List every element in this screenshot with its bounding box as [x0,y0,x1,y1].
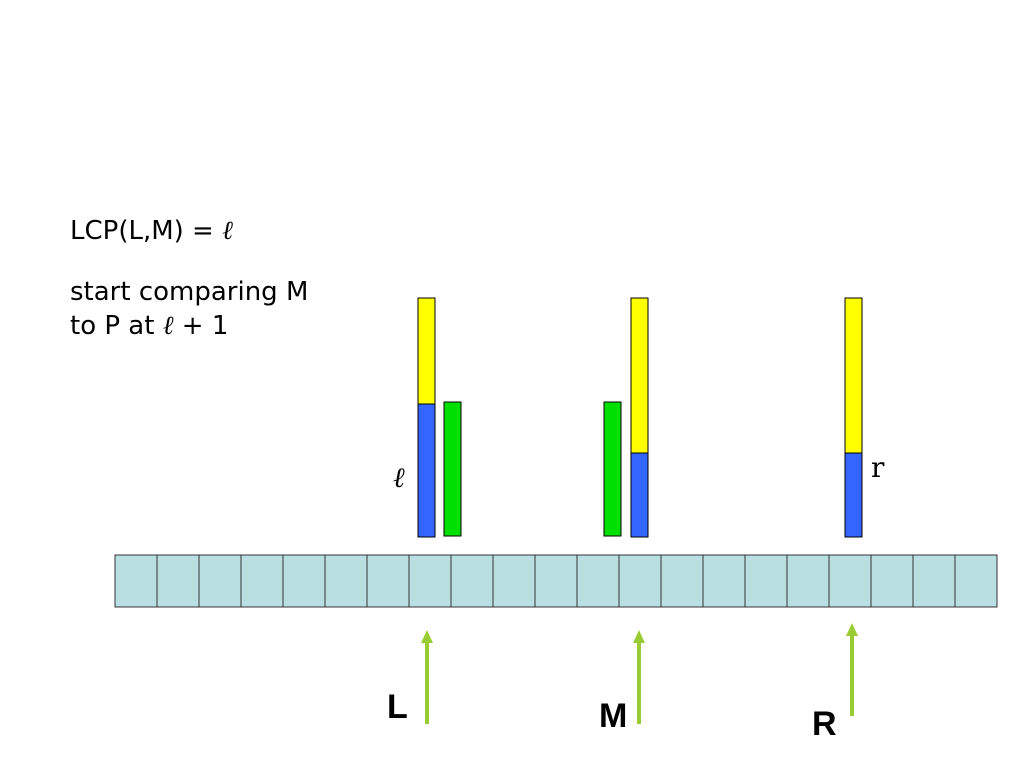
array-cell [912,554,956,608]
lcp-statement: LCP(L,M) = ℓ [70,214,233,248]
array-cell [534,554,578,608]
column-R [844,297,863,538]
l-yellow-segment [417,297,436,405]
array-cell [408,554,452,608]
array-cell [744,554,788,608]
pointer-R [846,623,858,716]
m-green-bar [603,401,622,537]
m-yellow-segment [630,297,649,454]
arrow-L-head [421,630,433,643]
array-cell [786,554,830,608]
compare-line-1: start comparing M [70,277,309,307]
arrow-M-head [633,630,645,643]
pointer-L [421,630,433,724]
array-cell [492,554,536,608]
array-cell [618,554,662,608]
pointer-R-label: R [812,705,837,743]
array-cell [240,554,284,608]
compare-line-2: to P at ℓ + 1 [70,311,229,341]
ell-label: ℓ [393,461,405,494]
array-cell [450,554,494,608]
r-yellow-segment [844,297,863,454]
array-cell [282,554,326,608]
m-blue-segment [630,452,649,538]
array-cell [366,554,410,608]
pointer-M-label: M [599,697,627,735]
array-cell [324,554,368,608]
ell-symbol: ℓ [162,311,174,341]
lcp-text: LCP(L,M) = [70,216,223,246]
array-cell [576,554,620,608]
array-cell [954,554,998,608]
arrow-R-head [846,623,858,636]
array-cell [198,554,242,608]
suffix-array [114,554,998,608]
array-cell [828,554,872,608]
ell-symbol: ℓ [222,216,233,246]
array-cell [702,554,746,608]
pointer-L-label: L [387,688,408,726]
column-M [603,297,649,538]
r-blue-segment [844,452,863,538]
compare-instruction: start comparing M to P at ℓ + 1 [70,275,308,343]
l-blue-segment [417,403,436,538]
pointer-M [633,630,645,724]
array-cell [660,554,704,608]
array-cell [870,554,914,608]
r-label: r [871,451,885,484]
column-L [417,297,462,538]
array-cell [114,554,158,608]
l-green-bar [443,401,462,537]
array-cell [156,554,200,608]
